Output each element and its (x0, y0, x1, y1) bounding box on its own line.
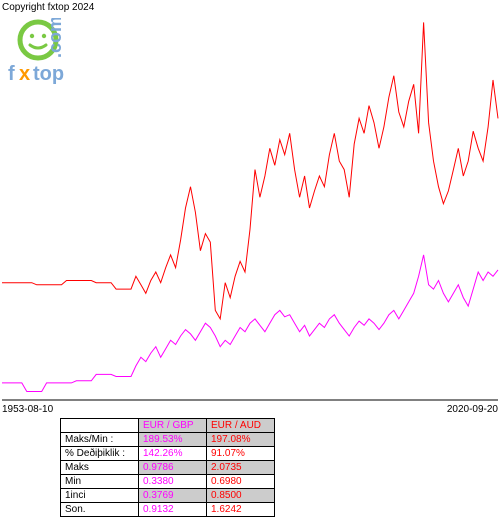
row-val1: 0.3380 (139, 475, 207, 489)
x-axis-start-label: 1953-08-10 (2, 404, 53, 415)
row-val1: 189.53% (139, 433, 207, 447)
col2-header: EUR / AUD (207, 419, 275, 433)
row-val1: 0.9786 (139, 461, 207, 475)
row-val2: 91.07% (207, 447, 275, 461)
row-val1: 142.26% (139, 447, 207, 461)
col1-header: EUR / GBP (139, 419, 207, 433)
table-row: Maks/Min :189.53%197.08% (61, 433, 275, 447)
series-line (2, 255, 498, 392)
row-val1: 0.3769 (139, 489, 207, 503)
row-val2: 0.8500 (207, 489, 275, 503)
series-line (2, 22, 498, 319)
table-row: Son.0.91321.6242 (61, 503, 275, 517)
row-label: Son. (61, 503, 139, 517)
table-row: 1inci0.37690.8500 (61, 489, 275, 503)
copyright-text: Copyright fxtop 2024 (2, 2, 94, 13)
table-header-row: EUR / GBP EUR / AUD (61, 419, 275, 433)
row-val2: 197.08% (207, 433, 275, 447)
row-val1: 0.9132 (139, 503, 207, 517)
x-axis-end-label: 2020-09-20 (447, 404, 498, 415)
currency-chart (0, 14, 500, 402)
row-label: 1inci (61, 489, 139, 503)
table-row: Min0.33800.6980 (61, 475, 275, 489)
row-label: Maks/Min : (61, 433, 139, 447)
table-row: Maks0.97862.0735 (61, 461, 275, 475)
stats-table: EUR / GBP EUR / AUD Maks/Min :189.53%197… (60, 418, 275, 517)
row-val2: 0.6980 (207, 475, 275, 489)
row-label: Maks (61, 461, 139, 475)
row-val2: 2.0735 (207, 461, 275, 475)
row-val2: 1.6242 (207, 503, 275, 517)
table-row: % Deðiþiklik :142.26%91.07% (61, 447, 275, 461)
header-blank (61, 419, 139, 433)
row-label: % Deðiþiklik : (61, 447, 139, 461)
row-label: Min (61, 475, 139, 489)
